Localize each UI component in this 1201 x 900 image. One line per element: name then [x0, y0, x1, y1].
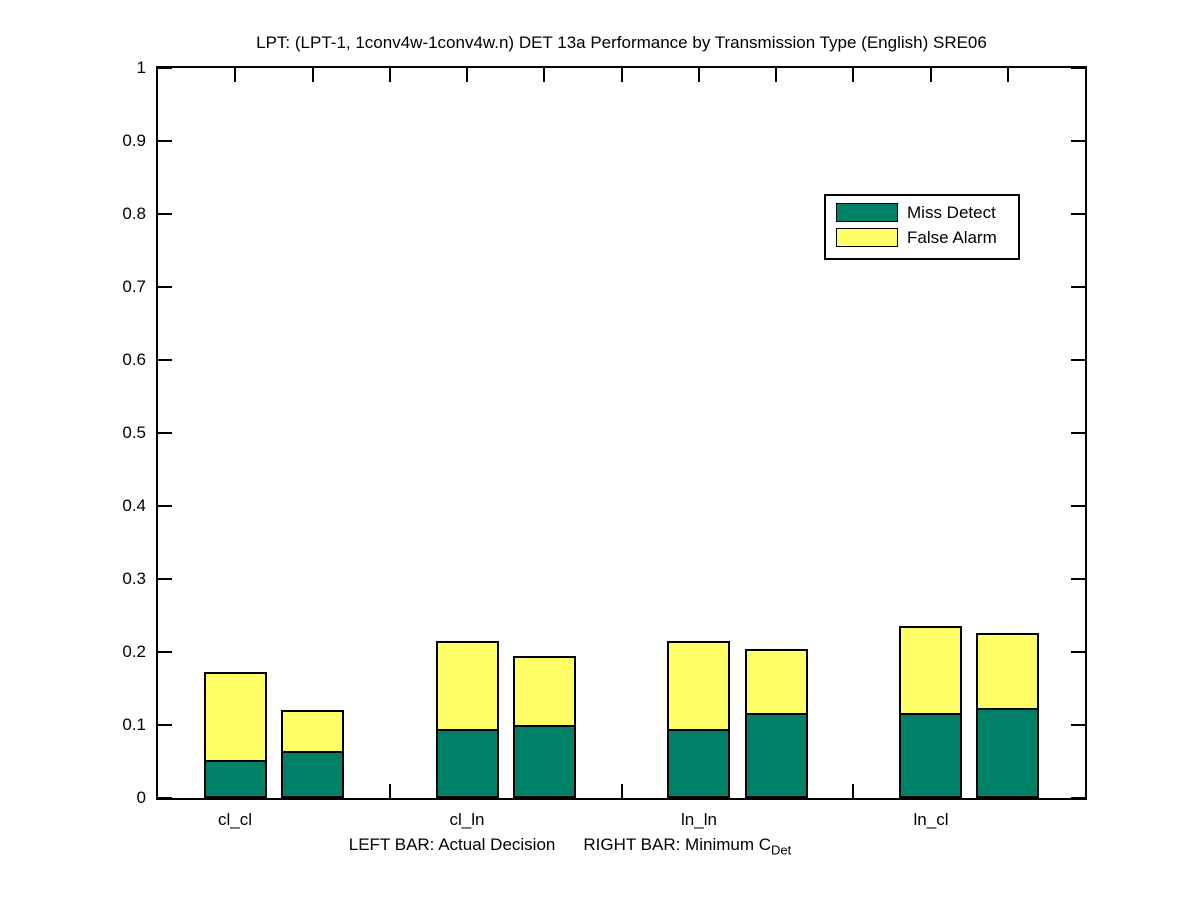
y-tick-right — [1071, 724, 1085, 726]
caption-right-bar: RIGHT BAR: Minimum C — [583, 835, 772, 854]
legend-label-false-alarm: False Alarm — [907, 227, 997, 247]
x-tick-label: cl_cl — [217, 810, 252, 829]
bar-false-alarm — [281, 710, 344, 751]
y-tick-label: 0.1 — [122, 715, 146, 734]
bar-false-alarm — [513, 656, 576, 725]
legend-entry-false-alarm: False Alarm — [836, 228, 997, 247]
y-tick-right — [1071, 140, 1085, 142]
y-tick-left — [158, 651, 172, 653]
x-tick-label: ln_cl — [913, 810, 949, 829]
y-tick-left — [158, 724, 172, 726]
x-tick-top — [621, 68, 623, 82]
bar-miss-detect — [667, 729, 730, 798]
caption-subscript: Det — [771, 842, 792, 858]
y-tick-right — [1071, 286, 1085, 288]
bar-miss-detect — [976, 708, 1039, 798]
legend-swatch-false-alarm — [836, 228, 898, 247]
y-tick-left — [158, 67, 172, 69]
bar-miss-detect — [204, 760, 267, 798]
x-tick-top — [1007, 68, 1009, 82]
y-tick-label: 0.3 — [122, 569, 146, 588]
x-axis-caption: LEFT BAR: Actual Decision RIGHT BAR: Mini… — [156, 835, 984, 857]
x-tick-top — [312, 68, 314, 82]
x-tick-top — [852, 68, 854, 82]
x-tick-bottom — [852, 784, 854, 798]
bar-false-alarm — [976, 633, 1039, 708]
legend-entry-miss-detect: Miss Detect — [836, 203, 996, 222]
y-tick-label: 0.8 — [122, 204, 146, 223]
bar-false-alarm — [436, 641, 499, 729]
y-tick-right — [1071, 578, 1085, 580]
legend-label-miss-detect: Miss Detect — [907, 202, 996, 222]
x-tick-top — [543, 68, 545, 82]
y-tick-right — [1071, 67, 1085, 69]
y-tick-right — [1071, 432, 1085, 434]
legend: Miss Detect False Alarm — [824, 194, 1020, 260]
bar-false-alarm — [667, 641, 730, 729]
legend-swatch-miss-detect — [836, 203, 898, 222]
x-tick-label: ln_ln — [681, 810, 717, 829]
bar-false-alarm — [204, 672, 267, 760]
y-tick-left — [158, 797, 172, 799]
x-tick-label: cl_ln — [449, 810, 485, 829]
y-tick-left — [158, 432, 172, 434]
x-tick-top — [930, 68, 932, 82]
bar-miss-detect — [899, 713, 962, 798]
y-tick-label: 0.4 — [122, 496, 146, 515]
y-tick-right — [1071, 651, 1085, 653]
bar-miss-detect — [436, 729, 499, 798]
y-tick-label: 0 — [136, 788, 146, 807]
bar-miss-detect — [281, 751, 344, 798]
y-tick-right — [1071, 213, 1085, 215]
plot-area: Miss Detect False Alarm — [156, 66, 1087, 800]
y-tick-label: 1 — [136, 58, 146, 77]
bar-miss-detect — [513, 725, 576, 798]
x-tick-bottom — [621, 784, 623, 798]
y-tick-right — [1071, 359, 1085, 361]
y-tick-right — [1071, 797, 1085, 799]
x-tick-top — [775, 68, 777, 82]
y-tick-label: 0.5 — [122, 423, 146, 442]
y-tick-left — [158, 359, 172, 361]
bar-miss-detect — [745, 713, 808, 798]
bar-false-alarm — [899, 626, 962, 713]
x-tick-top — [698, 68, 700, 82]
y-tick-label: 0.6 — [122, 350, 146, 369]
x-tick-top — [234, 68, 236, 82]
y-tick-left — [158, 286, 172, 288]
y-tick-left — [158, 505, 172, 507]
x-tick-top — [466, 68, 468, 82]
y-tick-right — [1071, 505, 1085, 507]
x-tick-bottom — [389, 784, 391, 798]
y-tick-label: 0.7 — [122, 277, 146, 296]
y-tick-label: 0.9 — [122, 131, 146, 150]
y-tick-left — [158, 578, 172, 580]
x-tick-top — [389, 68, 391, 82]
y-tick-left — [158, 213, 172, 215]
y-tick-left — [158, 140, 172, 142]
y-tick-label: 0.2 — [122, 642, 146, 661]
caption-left-bar: LEFT BAR: Actual Decision — [348, 835, 556, 854]
chart-title: LPT: (LPT-1, 1conv4w-1conv4w.n) DET 13a … — [256, 33, 987, 52]
bar-false-alarm — [745, 649, 808, 713]
